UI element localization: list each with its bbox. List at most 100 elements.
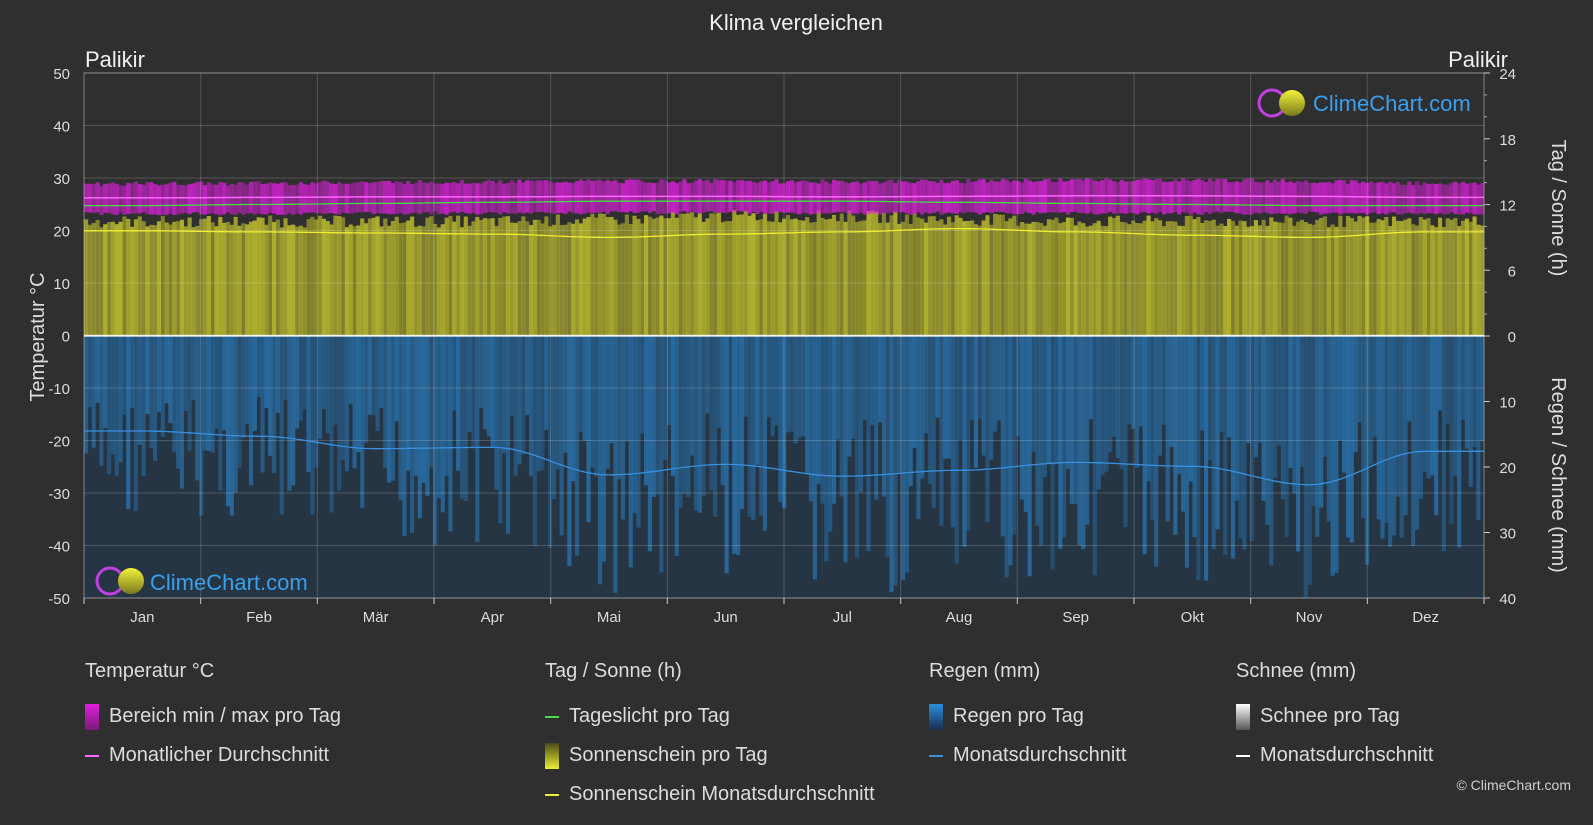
sunshine-bar <box>1161 226 1166 336</box>
rain-bar <box>1338 336 1343 441</box>
rain-bar <box>1157 336 1163 456</box>
sunshine-bar <box>429 216 434 336</box>
rain-bar <box>1246 336 1251 444</box>
sunshine-bar <box>739 214 745 336</box>
sunshine-bar <box>1303 222 1308 336</box>
temperature-range-bar <box>1292 182 1297 214</box>
temperature-range-bar <box>137 184 142 214</box>
sunshine-bar <box>540 223 545 336</box>
y-left-tick-label: -10 <box>48 381 70 398</box>
rain-bar <box>670 336 675 476</box>
temperature-range-bar <box>402 184 407 215</box>
sunshine-bar <box>256 217 261 336</box>
sunshine-bar <box>1188 215 1193 336</box>
sunshine-bar <box>1361 217 1366 336</box>
rain-bar <box>678 336 683 509</box>
sunshine-bar <box>1154 218 1159 336</box>
sunshine-bar <box>831 214 837 336</box>
rain-bar <box>858 336 863 493</box>
temperature-range-bar <box>563 181 568 214</box>
x-tick-label: Dez <box>1412 609 1439 626</box>
legend-label: Tageslicht pro Tag <box>569 705 730 727</box>
rain-bar <box>766 336 771 418</box>
sunshine-bar <box>360 218 365 336</box>
sunshine-bar <box>586 217 591 336</box>
rain-bar <box>820 336 825 504</box>
sunshine-bar <box>210 222 215 336</box>
rain-bar <box>720 336 725 486</box>
sunshine-bar <box>333 215 338 336</box>
sunshine-bar <box>1019 222 1025 336</box>
sunshine-bar <box>1296 221 1301 336</box>
temperature-range-bar <box>1464 183 1469 213</box>
legend-label: Sonnenschein Monatsdurchschnitt <box>569 783 875 805</box>
temperature-range-bar <box>1315 183 1320 213</box>
rain-bar <box>402 336 407 537</box>
temperature-range-bar <box>1127 181 1132 214</box>
sunshine-bar <box>985 215 990 336</box>
sunshine-bar <box>245 224 250 336</box>
sunshine-bar <box>816 210 821 336</box>
temperature-range-bar <box>260 184 265 215</box>
rain-bar <box>1468 336 1473 487</box>
sunshine-bar <box>287 225 292 336</box>
rain-bar <box>793 336 798 444</box>
rain-bar <box>1238 336 1243 539</box>
sunshine-bar <box>1062 222 1067 336</box>
rain-bar <box>713 336 718 517</box>
temperature-range-bar <box>555 182 560 214</box>
sunshine-bar <box>1391 216 1397 336</box>
sunshine-bar <box>854 221 860 336</box>
temperature-range-bar <box>1319 182 1324 215</box>
sunshine-bar <box>525 221 530 336</box>
rain-bar <box>1142 336 1147 555</box>
y-right-bottom-label: Regen / Schnee (mm) <box>1547 377 1569 573</box>
rain-bar <box>544 336 549 430</box>
sunshine-bar <box>1173 221 1178 336</box>
sunshine-bar <box>1069 217 1074 336</box>
rain-bar <box>1204 336 1209 581</box>
rain-bar <box>103 336 108 429</box>
rain-bar <box>900 336 906 580</box>
temperature-range-bar <box>1468 183 1473 214</box>
y-right-bottom-tick-label: 20 <box>1499 460 1516 477</box>
rain-bar <box>1035 336 1040 526</box>
sunshine-bar <box>1215 225 1220 336</box>
temperature-range-bar <box>559 182 564 213</box>
x-tick-label: Jun <box>714 609 738 626</box>
temperature-range-bar <box>1422 182 1427 215</box>
legend-item: Tageslicht pro Tag <box>545 697 875 736</box>
sunshine-bar <box>229 224 234 336</box>
sunshine-bar <box>601 213 606 336</box>
sunshine-bar <box>222 222 227 336</box>
rain-bar <box>624 336 629 442</box>
rain-bar <box>187 336 192 451</box>
sunshine-bar <box>709 213 714 336</box>
sunshine-bar <box>954 215 959 336</box>
sunshine-bar <box>659 215 664 336</box>
sunshine-bar <box>1196 217 1201 336</box>
sunshine-bar <box>156 221 162 336</box>
rain-bar <box>674 336 679 556</box>
sunshine-bar <box>383 218 388 336</box>
temperature-range-bar <box>1330 183 1335 213</box>
sunshine-bar <box>356 225 361 336</box>
rain-bar <box>862 336 867 420</box>
temperature-range-bar <box>1411 185 1416 214</box>
sunshine-bar <box>1127 224 1132 336</box>
sunshine-bar <box>103 224 108 336</box>
temperature-range-bar <box>828 183 833 214</box>
rain-bar <box>667 336 672 426</box>
temperature-range-bar <box>306 184 311 213</box>
sunshine-bar <box>122 216 127 336</box>
rain-bar <box>904 336 909 573</box>
rain-bar <box>636 336 641 528</box>
temperature-range-bar <box>517 179 522 213</box>
sunshine-bar <box>1016 225 1021 336</box>
rain-bar <box>218 336 223 491</box>
rain-bar <box>1276 336 1282 446</box>
temperature-range-bar <box>1403 184 1408 214</box>
rain-bar <box>1307 336 1312 585</box>
rain-bar <box>1449 336 1454 524</box>
rain-bar <box>413 336 418 477</box>
